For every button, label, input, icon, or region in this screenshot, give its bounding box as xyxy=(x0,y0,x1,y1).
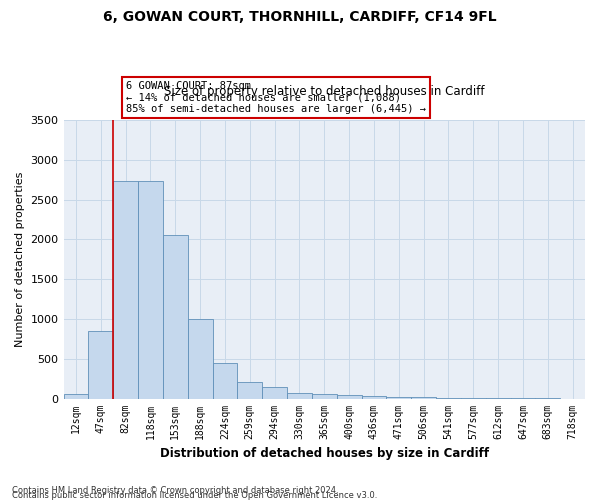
X-axis label: Distribution of detached houses by size in Cardiff: Distribution of detached houses by size … xyxy=(160,447,489,460)
Bar xyxy=(188,319,212,398)
Bar xyxy=(113,181,138,398)
Bar xyxy=(64,394,88,398)
Title: Size of property relative to detached houses in Cardiff: Size of property relative to detached ho… xyxy=(164,85,485,98)
Bar xyxy=(337,394,362,398)
Bar xyxy=(238,382,262,398)
Bar xyxy=(287,393,312,398)
Bar xyxy=(386,396,411,398)
Bar xyxy=(262,388,287,398)
Bar xyxy=(362,396,386,398)
Bar xyxy=(312,394,337,398)
Bar xyxy=(163,234,188,398)
Bar xyxy=(138,181,163,398)
Y-axis label: Number of detached properties: Number of detached properties xyxy=(15,172,25,347)
Text: 6 GOWAN COURT: 87sqm
← 14% of detached houses are smaller (1,088)
85% of semi-de: 6 GOWAN COURT: 87sqm ← 14% of detached h… xyxy=(126,81,426,114)
Text: 6, GOWAN COURT, THORNHILL, CARDIFF, CF14 9FL: 6, GOWAN COURT, THORNHILL, CARDIFF, CF14… xyxy=(103,10,497,24)
Bar xyxy=(88,331,113,398)
Text: Contains public sector information licensed under the Open Government Licence v3: Contains public sector information licen… xyxy=(12,491,377,500)
Text: Contains HM Land Registry data © Crown copyright and database right 2024.: Contains HM Land Registry data © Crown c… xyxy=(12,486,338,495)
Bar xyxy=(212,362,238,398)
